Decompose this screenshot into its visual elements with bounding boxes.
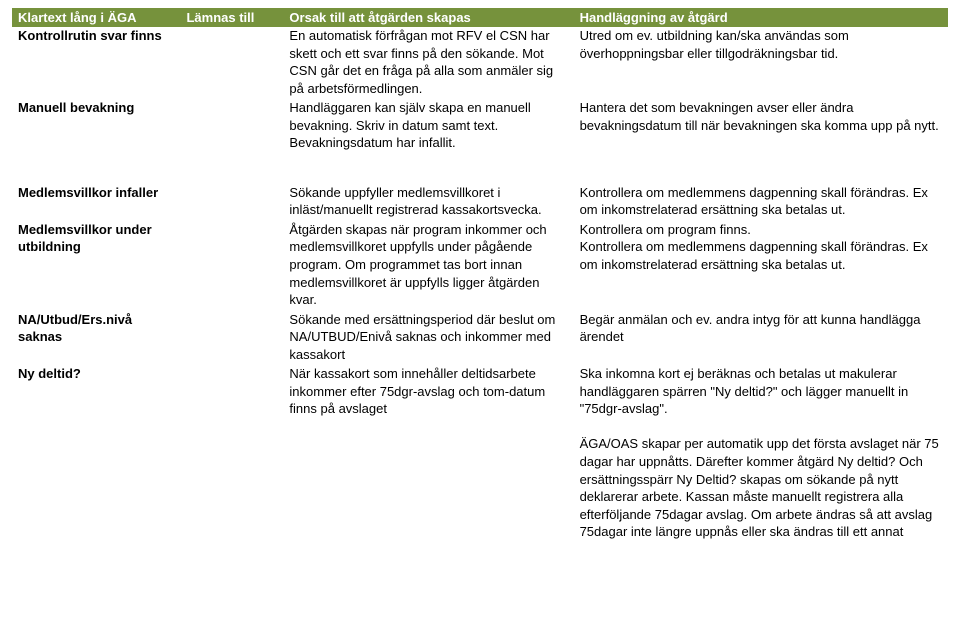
row-klartext: NA/Utbud/Ers.nivå saknas	[12, 311, 180, 366]
row-handlaggning: Begär anmälan och ev. andra intyg för at…	[574, 311, 948, 366]
row-lamnas	[180, 311, 283, 366]
row-klartext: Ny deltid?	[12, 365, 180, 542]
header-row: Klartext lång i ÄGA Lämnas till Orsak ti…	[12, 8, 948, 27]
row-klartext: Medlemsvillkor infaller	[12, 184, 180, 221]
row-klartext: Medlemsvillkor under utbildning	[12, 221, 180, 311]
row-lamnas	[180, 365, 283, 542]
header-col3: Orsak till att åtgärden skapas	[283, 8, 573, 27]
row-lamnas	[180, 27, 283, 99]
main-table: Klartext lång i ÄGA Lämnas till Orsak ti…	[12, 8, 948, 543]
row-orsak: Sökande med ersättningsperiod där beslut…	[283, 311, 573, 366]
row-orsak: När kassakort som innehåller deltidsarbe…	[283, 365, 573, 542]
header-col1: Klartext lång i ÄGA	[12, 8, 180, 27]
row-lamnas	[180, 99, 283, 154]
row-klartext: Manuell bevakning	[12, 99, 180, 154]
row-orsak: Åtgärden skapas när program inkommer och…	[283, 221, 573, 311]
row-orsak: En automatisk förfrågan mot RFV el CSN h…	[283, 27, 573, 99]
header-col2: Lämnas till	[180, 8, 283, 27]
row-handlaggning: Kontrollera om program finns.Kontrollera…	[574, 221, 948, 311]
header-col4: Handläggning av åtgärd	[574, 8, 948, 27]
table-row: Manuell bevakning Handläggaren kan själv…	[12, 99, 948, 154]
row-handlaggning: Ska inkomna kort ej beräknas och betalas…	[574, 365, 948, 542]
table-row: Kontrollrutin svar finns En automatisk f…	[12, 27, 948, 99]
row-handlaggning: Utred om ev. utbildning kan/ska användas…	[574, 27, 948, 99]
spacer-row	[12, 154, 948, 184]
table-row: Medlemsvillkor infaller Sökande uppfylle…	[12, 184, 948, 221]
table-row: NA/Utbud/Ers.nivå saknas Sökande med ers…	[12, 311, 948, 366]
row-lamnas	[180, 221, 283, 311]
row-orsak: Handläggaren kan själv skapa en manuell …	[283, 99, 573, 154]
table-row: Medlemsvillkor under utbildning Åtgärden…	[12, 221, 948, 311]
row-handlaggning: Kontrollera om medlemmens dagpenning ska…	[574, 184, 948, 221]
row-handlaggning: Hantera det som bevakningen avser eller …	[574, 99, 948, 154]
table-row: Ny deltid? När kassakort som innehåller …	[12, 365, 948, 542]
row-lamnas	[180, 184, 283, 221]
row-orsak: Sökande uppfyller medlemsvillkoret i inl…	[283, 184, 573, 221]
row-klartext: Kontrollrutin svar finns	[12, 27, 180, 99]
